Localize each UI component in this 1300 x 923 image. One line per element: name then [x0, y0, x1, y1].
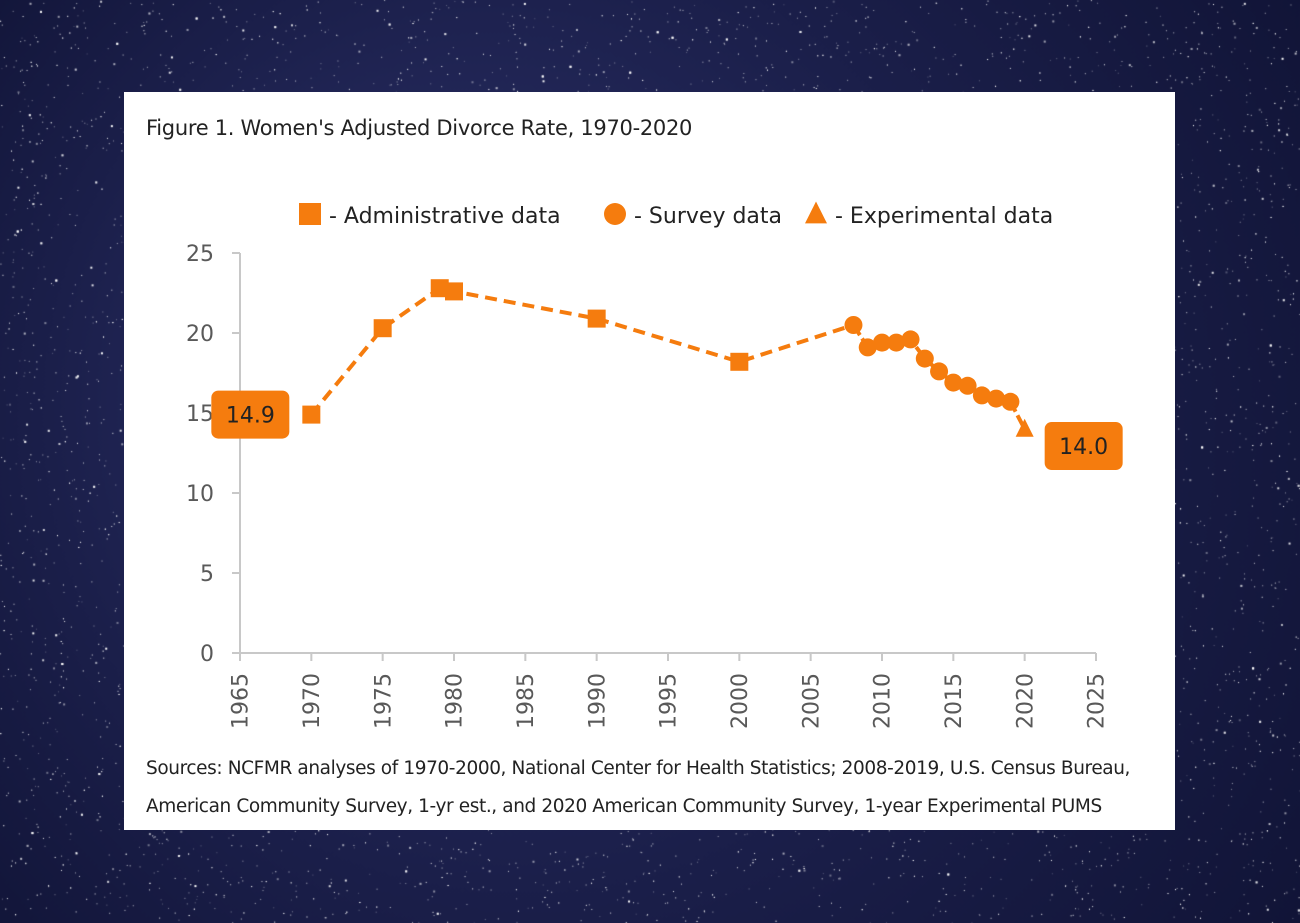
sources-line-1: Sources: NCFMR analyses of 1970-2000, Na…: [146, 758, 1131, 779]
legend-label: - Experimental data: [835, 204, 1053, 229]
survey-data-point: [901, 330, 920, 349]
y-tick-label: 25: [186, 242, 214, 267]
y-tick-label: 5: [200, 562, 214, 587]
x-tick-label: 1975: [371, 673, 396, 729]
survey-data-point: [987, 389, 1006, 408]
administrative-data-point: [302, 405, 321, 424]
survey-data-point: [887, 333, 906, 352]
y-tick-label: 15: [186, 402, 214, 427]
x-tick-label: 2000: [728, 673, 753, 729]
value-callout-label: 14.0: [1059, 435, 1108, 460]
value-callout-box: [211, 390, 290, 439]
x-tick-label: 1970: [300, 673, 325, 729]
figure-title: Figure 1. Women's Adjusted Divorce Rate,…: [146, 116, 693, 140]
figure-card: Figure 1. Women's Adjusted Divorce Rate,…: [124, 92, 1175, 830]
administrative-data-point: [587, 309, 606, 328]
x-tick-label: 2025: [1085, 673, 1110, 729]
survey-data-point: [844, 316, 863, 334]
x-tick-label: 1995: [657, 673, 682, 729]
x-tick-label: 2020: [1013, 673, 1038, 729]
survey-data-point: [858, 338, 877, 357]
legend-triangle-marker: [805, 201, 827, 224]
sources-line-2: American Community Survey, 1-yr est., an…: [146, 796, 1102, 817]
value-callout-label: 14.9: [226, 404, 275, 429]
x-tick-label: 1985: [514, 673, 539, 729]
legend-square-marker: [299, 203, 321, 225]
x-tick-label: 2010: [871, 673, 896, 729]
survey-data-point: [1001, 392, 1020, 411]
trend-line-dashed: [309, 286, 855, 416]
legend-label: - Administrative data: [329, 204, 561, 229]
survey-data-point: [915, 349, 934, 368]
survey-data-point: [958, 376, 977, 395]
y-tick-label: 10: [186, 482, 214, 507]
x-tick-label: 2005: [799, 673, 824, 729]
administrative-data-point: [430, 279, 449, 298]
survey-data-point: [972, 386, 991, 405]
administrative-data-point: [445, 282, 463, 301]
y-tick-label: 0: [200, 642, 214, 667]
survey-data-point: [930, 362, 949, 381]
experimental-data-point: [1015, 418, 1034, 437]
legend-label: - Survey data: [634, 204, 782, 229]
survey-data-point: [944, 373, 963, 392]
x-tick-label: 1990: [585, 673, 610, 729]
y-tick-label: 20: [186, 322, 214, 347]
value-callout-box: [1044, 422, 1123, 470]
administrative-data-point: [373, 319, 392, 338]
survey-data-point: [873, 333, 891, 352]
administrative-data-point: [730, 352, 749, 371]
legend-circle-marker: [604, 203, 626, 225]
x-tick-label: 2015: [942, 673, 967, 729]
x-tick-label: 1965: [229, 673, 254, 729]
x-tick-label: 1980: [443, 673, 468, 729]
